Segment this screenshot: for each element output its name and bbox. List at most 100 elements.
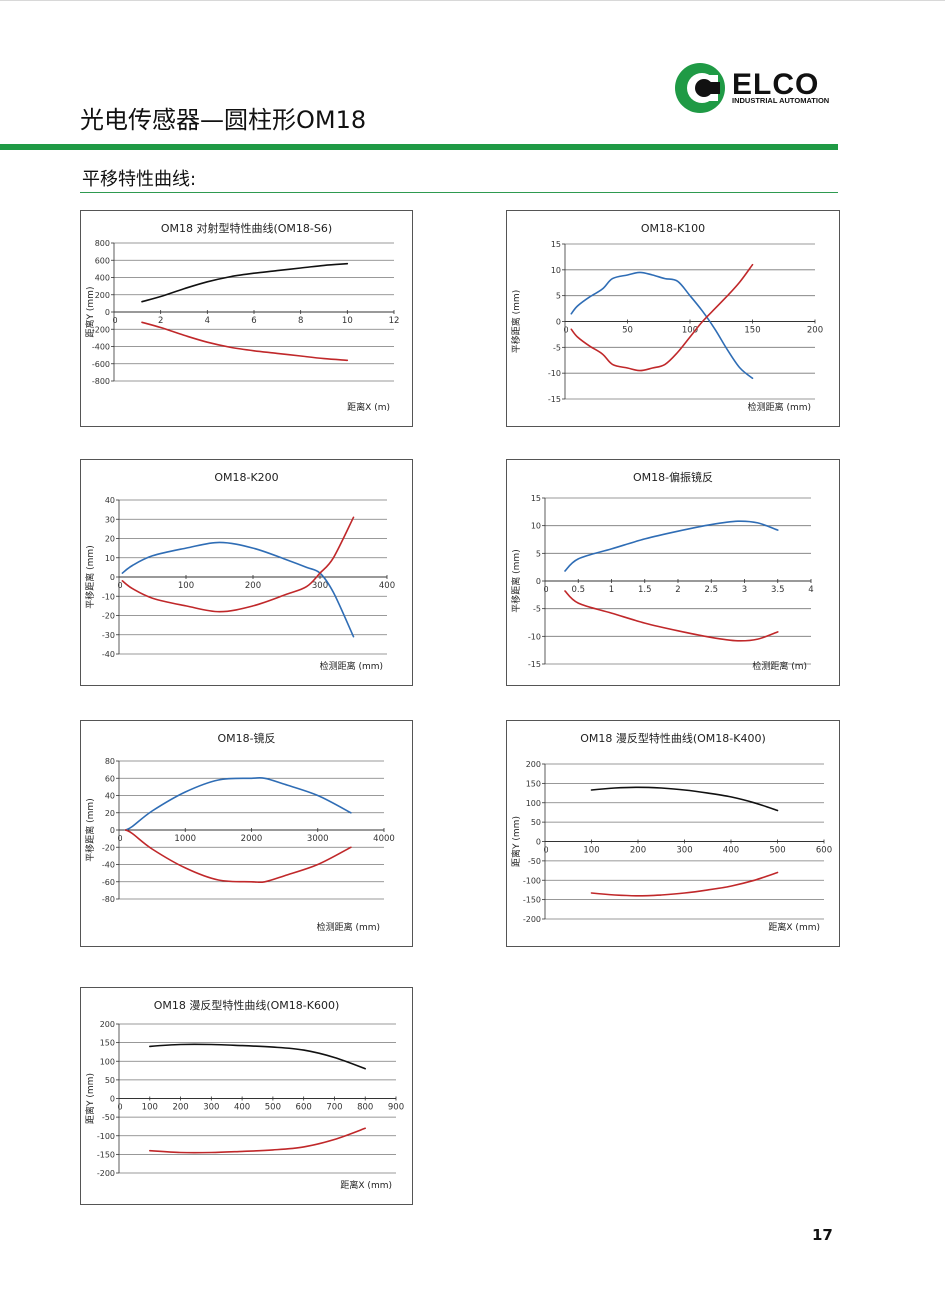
y-tick-label: -150 <box>523 896 541 905</box>
x-tick-label: 400 <box>234 1103 250 1113</box>
x-tick-label: 400 <box>723 846 739 856</box>
x-tick-label: 200 <box>630 846 646 856</box>
x-axis-label: 检测距离 (mm) <box>317 921 380 933</box>
x-tick-label: 300 <box>676 846 692 856</box>
y-tick-label: 0 <box>536 838 541 847</box>
y-axis-label: 距离Y (mm) <box>84 1073 96 1124</box>
series-line-black <box>590 786 779 812</box>
y-tick-label: 600 <box>95 256 110 265</box>
y-tick-label: 60 <box>105 774 115 783</box>
y-tick-label: 10 <box>551 266 561 275</box>
x-tick-label: 2 <box>675 585 680 595</box>
logo-tagline: INDUSTRIAL AUTOMATION <box>732 96 829 105</box>
x-tick-label: 2 <box>158 316 163 326</box>
y-tick-label: 30 <box>105 515 115 524</box>
chart-om18-k400: OM18 漫反型特性曲线(OM18-K400) 200 150 100 50 0 -50 -1… <box>506 720 840 947</box>
y-tick-label: 80 <box>105 757 115 766</box>
x-tick-label: 1.5 <box>638 585 652 595</box>
y-tick-label: 15 <box>531 494 541 503</box>
series-line-blue <box>564 520 779 572</box>
y-tick-label: -15 <box>548 395 561 404</box>
chart-om18-k600: OM18 漫反型特性曲线(OM18-K600) 200 150 100 50 0 -50 -1… <box>80 987 413 1205</box>
x-tick-label: 800 <box>357 1103 373 1113</box>
y-tick-label: -40 <box>102 650 115 659</box>
chart-title: OM18 漫反型特性曲线(OM18-K400) <box>580 731 766 745</box>
y-tick-label: 0 <box>110 573 115 582</box>
y-tick-label: -150 <box>97 1150 115 1159</box>
page-number: 17 <box>812 1226 833 1244</box>
y-tick-label: 100 <box>100 1057 115 1066</box>
x-tick-label: 150 <box>744 326 760 336</box>
y-tick-label: -10 <box>528 632 541 641</box>
x-axis-label: 检测距离 (m) <box>752 660 807 672</box>
x-tick-label: 700 <box>326 1103 342 1113</box>
y-tick-label: 0 <box>536 577 541 586</box>
y-tick-label: 20 <box>105 535 115 544</box>
x-axis-label: 距离X (mm) <box>340 1179 392 1191</box>
chart-title: OM18 对射型特性曲线(OM18-S6) <box>161 221 332 235</box>
y-tick-label: 15 <box>551 240 561 249</box>
x-tick-label: 600 <box>296 1103 312 1113</box>
x-tick-label: 200 <box>172 1103 188 1113</box>
chart-om18-polarized: OM18-偏振镜反 15 10 5 0 -5 -10 -15 0 0.5 1 1.5 2 2.5 3 3.5 4… <box>506 459 840 686</box>
y-tick-label: -800 <box>92 377 110 386</box>
chart-svg: OM18 漫反型特性曲线(OM18-K600)200150100500-50-1… <box>84 998 404 1191</box>
x-axis-label: 检测距离 (mm) <box>748 401 811 413</box>
x-tick-label: 600 <box>816 846 832 856</box>
top-rule <box>0 0 945 1</box>
y-tick-label: 10 <box>531 522 541 531</box>
y-tick-label: -50 <box>102 1113 115 1122</box>
y-tick-label: -200 <box>523 915 541 924</box>
chart-title: OM18-K200 <box>214 471 278 484</box>
y-tick-label: -20 <box>102 843 115 852</box>
y-tick-label: -5 <box>533 605 541 614</box>
y-tick-label: 5 <box>536 549 541 558</box>
y-tick-label: -60 <box>102 878 115 887</box>
x-tick-label: 12 <box>389 316 400 326</box>
x-tick-label: 0 <box>543 846 548 855</box>
x-tick-label: 2.5 <box>704 585 718 595</box>
x-tick-label: 3000 <box>307 834 329 844</box>
y-tick-label: -80 <box>102 895 115 904</box>
x-tick-label: 8 <box>298 316 303 326</box>
y-tick-label: 0 <box>105 308 110 317</box>
y-tick-label: 0 <box>556 318 561 327</box>
y-tick-label: -10 <box>102 592 115 601</box>
y-tick-label: -40 <box>102 861 115 870</box>
series-line-red <box>121 516 355 613</box>
y-tick-label: -400 <box>92 343 110 352</box>
x-tick-label: 400 <box>379 581 395 591</box>
x-tick-label: 3.5 <box>771 585 785 595</box>
x-tick-label: 300 <box>203 1103 219 1113</box>
y-tick-label: -30 <box>102 631 115 640</box>
series-line-red <box>590 871 779 897</box>
chart-om18-k200: OM18-K200 40 30 20 10 0 -10 -20 -30 -40 0 100 200 300… <box>80 459 413 686</box>
chart-title: OM18 漫反型特性曲线(OM18-K600) <box>154 998 340 1012</box>
section-divider <box>80 192 838 193</box>
series-line-red <box>141 321 349 362</box>
x-tick-label: 200 <box>245 581 261 591</box>
x-tick-label: 1000 <box>174 834 196 844</box>
x-tick-label: 3 <box>742 585 747 595</box>
x-tick-label: 4 <box>205 316 210 326</box>
y-tick-label: 40 <box>105 496 115 505</box>
x-tick-label: 6 <box>251 316 256 326</box>
x-axis-label: 距离X (m) <box>347 401 390 413</box>
y-tick-label: 5 <box>556 292 561 301</box>
series-line-blue <box>121 541 355 638</box>
x-tick-label: 100 <box>682 326 698 336</box>
x-tick-label: 0 <box>117 581 122 590</box>
y-axis-label: 平移距离 (mm) <box>510 549 522 612</box>
chart-title: OM18-镜反 <box>217 731 275 745</box>
x-tick-label: 100 <box>583 846 599 856</box>
header-green-bar <box>0 144 838 150</box>
y-tick-label: 0 <box>110 1095 115 1104</box>
chart-svg: OM18-偏振镜反 15 10 5 0 -5 -10 -15 0 0.5 1 1.5 2 2.5 3 3.5 4… <box>510 470 814 672</box>
y-axis-label: 平移距离 (mm) <box>84 798 96 861</box>
x-tick-label: 50 <box>622 326 633 336</box>
y-tick-label: 200 <box>526 760 541 769</box>
y-tick-label: 150 <box>526 779 541 788</box>
series-line-black <box>141 262 349 303</box>
y-tick-label: 10 <box>105 554 115 563</box>
